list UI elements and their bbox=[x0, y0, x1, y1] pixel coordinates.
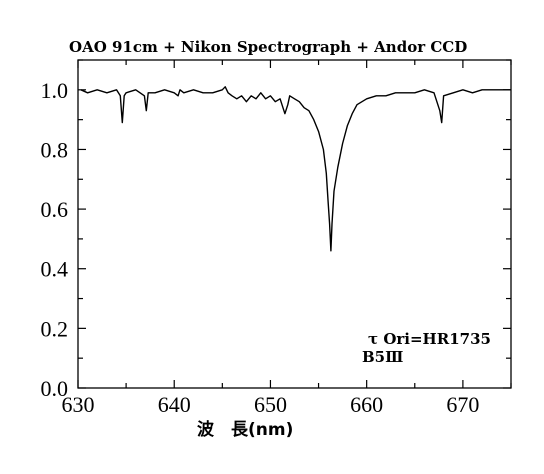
y-tick-label: 0.2 bbox=[41, 316, 69, 341]
x-tick-label: 630 bbox=[62, 392, 95, 417]
axis-ticks bbox=[77, 59, 512, 389]
plot-frame bbox=[77, 59, 512, 389]
y-tick-label: 0.6 bbox=[41, 197, 69, 222]
tick-labels: 630 640 650 660 670 0.0 0.2 0.4 0.6 0.8 1.0 bbox=[41, 78, 480, 417]
x-tick-label: 670 bbox=[446, 392, 479, 417]
y-tick-label: 0.8 bbox=[41, 137, 69, 162]
y-tick-label: 0.4 bbox=[41, 257, 69, 282]
x-tick-label: 640 bbox=[158, 392, 191, 417]
x-tick-label: 660 bbox=[350, 392, 383, 417]
y-tick-label: 0.0 bbox=[41, 376, 69, 401]
annotation-star: τ Ori=HR1735 bbox=[368, 330, 491, 348]
y-tick-label: 1.0 bbox=[41, 78, 69, 103]
series-line bbox=[80, 86, 511, 252]
x-tick-label: 650 bbox=[254, 392, 287, 417]
chart-title: OAO 91cm + Nikon Spectrograph + Andor CC… bbox=[69, 38, 467, 56]
x-axis-label: 波 長(nm) bbox=[197, 419, 293, 440]
annotation-spectral-type: B5Ⅲ bbox=[362, 348, 403, 366]
